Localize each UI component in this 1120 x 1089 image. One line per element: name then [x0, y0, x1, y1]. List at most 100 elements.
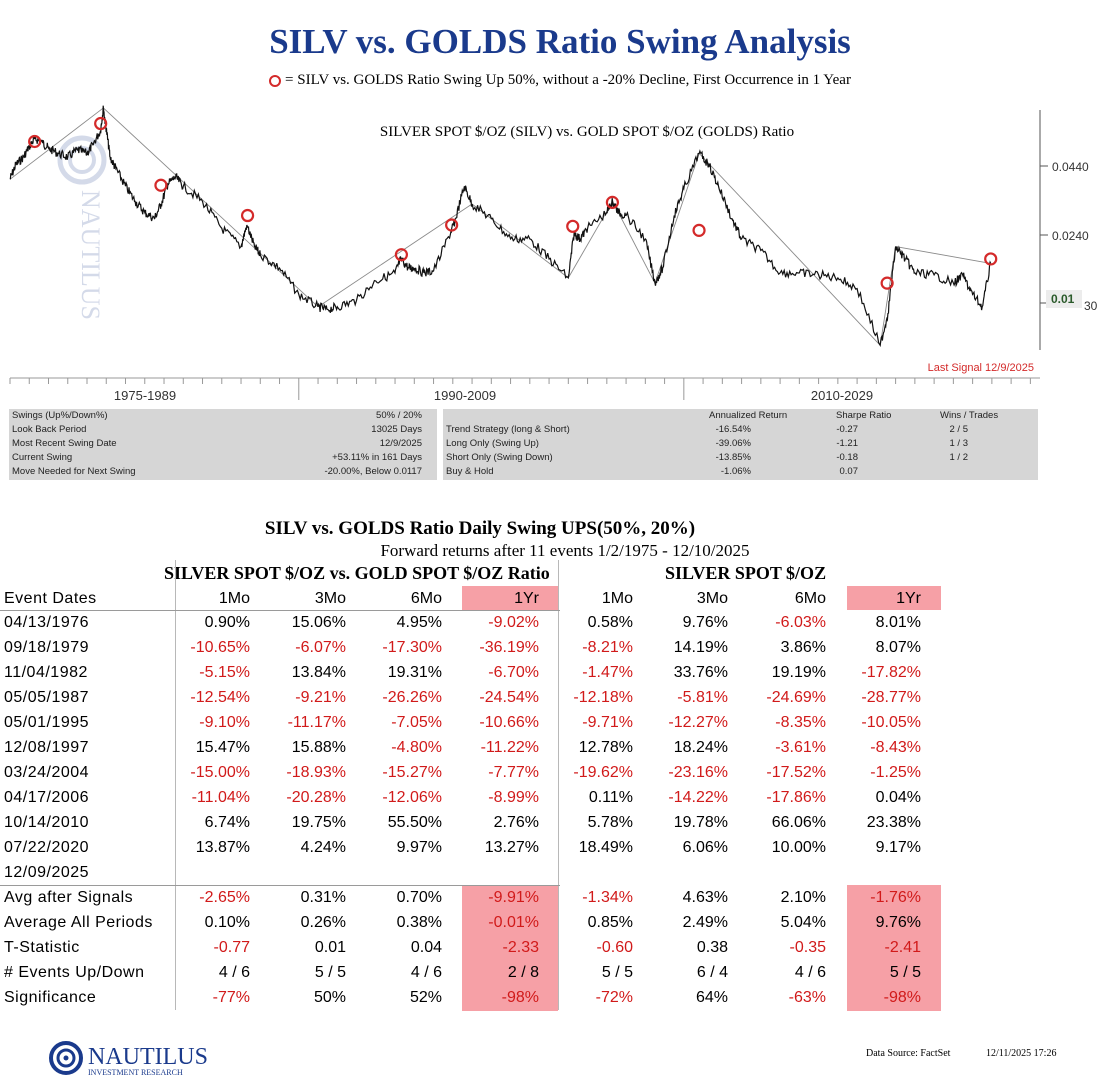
- summary-row: Avg after Signals -2.65% 0.31% 0.70% -9.91% -…: [0, 885, 1000, 910]
- stat-header: Annualized Return: [709, 410, 788, 421]
- last-signal-label: Last Signal 12/9/2025: [928, 362, 1034, 374]
- table-cell: [746, 860, 826, 885]
- table-cell: -8.43%: [870, 739, 921, 756]
- table-cell: -18.93%: [286, 764, 346, 781]
- swing-settings-panel: Swings (Up%/Down%) 50% / 20% Look Back Pe…: [9, 409, 437, 480]
- table-cell: 0.04%: [875, 789, 921, 806]
- table-cell: 55.50%: [387, 814, 442, 831]
- column-header: 1Yr: [514, 590, 539, 607]
- event-date: 05/05/1987: [4, 689, 90, 706]
- table-cell: 5 / 5: [889, 964, 921, 981]
- table-cell: -2.41: [884, 939, 921, 956]
- table-cell: 2 / 8: [507, 964, 539, 981]
- stat-value: -20.00%, Below 0.0117: [324, 466, 422, 477]
- signal-marker: [880, 276, 894, 290]
- summary-row: T-Statistic -0.77 0.01 0.04 -2.33 -0.60 0.38 -0…: [0, 935, 1000, 960]
- table-cell: 52%: [409, 989, 442, 1006]
- table-row: 03/24/2004 -15.00% -18.93% -15.27% -7.77% -19…: [0, 760, 1000, 785]
- swing-line: [9, 107, 104, 180]
- column-header: 3Mo: [696, 590, 728, 607]
- y-tick-label: 0.0240: [1052, 229, 1089, 243]
- table-cell: -9.02%: [488, 614, 539, 631]
- table-cell: 19.31%: [387, 664, 442, 681]
- event-date: 03/24/2004: [4, 764, 90, 781]
- event-date: 09/18/1979: [4, 639, 90, 656]
- table-row: 05/01/1995 -9.10% -11.17% -7.05% -10.66% -9.7…: [0, 710, 1000, 735]
- brand-name: NAUTILUS: [88, 1044, 208, 1070]
- table-cell: 0.10%: [204, 914, 250, 931]
- table-cell: 9.97%: [396, 839, 442, 856]
- event-date: 04/13/1976: [4, 614, 90, 631]
- table-cell: -2.65%: [199, 889, 250, 906]
- table-cell: -10.65%: [190, 639, 250, 656]
- table-cell: -9.21%: [295, 689, 346, 706]
- table-cell: 0.31%: [300, 889, 346, 906]
- signal-marker: [94, 116, 108, 131]
- summary-row: Significance -77% 50% 52% -98% -72% 64% -63% -98…: [0, 985, 1000, 1010]
- stat-label: Short Only (Swing Down): [446, 452, 553, 463]
- table-cell: -17.30%: [382, 639, 442, 656]
- table-cell: -0.35: [789, 939, 826, 956]
- table-cell: -6.07%: [295, 639, 346, 656]
- table-cell: 0.38%: [396, 914, 442, 931]
- swing-line: [612, 201, 656, 284]
- summary-row: # Events Up/Down 4 / 6 5 / 5 4 / 6 2 / 8 5 / …: [0, 960, 1000, 985]
- x-axis: [9, 377, 1040, 400]
- table-cell: 13.27%: [484, 839, 539, 856]
- column-header: 1Mo: [601, 590, 633, 607]
- table-cell: 9.76%: [682, 614, 728, 631]
- stat-value: 13025 Days: [371, 424, 422, 435]
- strategy-returns-panel: Annualized Return Sharpe Ratio Wins / Trad…: [443, 409, 1038, 480]
- table-cell: 64%: [695, 989, 728, 1006]
- table-cell: 2.10%: [780, 889, 826, 906]
- table-cell: -17.86%: [766, 789, 826, 806]
- signal-marker: [984, 252, 998, 266]
- table-cell: -24.69%: [766, 689, 826, 706]
- table-cell: [841, 860, 921, 885]
- column-divider: [175, 560, 176, 1010]
- table-row: 04/13/1976 0.90% 15.06% 4.95% -9.02% 0.58% 9.7…: [0, 610, 1000, 635]
- table-cell: -12.18%: [573, 689, 633, 706]
- nautilus-swirl-icon: [49, 1041, 83, 1075]
- table-cell: 23.38%: [866, 814, 921, 831]
- table-cell: 6.74%: [204, 814, 250, 831]
- table-cell: -15.00%: [190, 764, 250, 781]
- table-cell: 33.76%: [673, 664, 728, 681]
- event-date: 07/22/2020: [4, 839, 90, 856]
- x-era-label: 1990-2009: [434, 388, 496, 403]
- event-date: 12/08/1997: [4, 739, 90, 756]
- stat-label: Buy & Hold: [446, 466, 494, 477]
- table-cell: 6.06%: [682, 839, 728, 856]
- table-row: 05/05/1987 -12.54% -9.21% -26.26% -24.54% -12…: [0, 685, 1000, 710]
- table-cell: 3.86%: [780, 639, 826, 656]
- table-cell: 12.78%: [578, 739, 633, 756]
- table-cell: 4.24%: [300, 839, 346, 856]
- column-header: 1Yr: [896, 590, 921, 607]
- summary-label: T-Statistic: [4, 939, 80, 956]
- signal-marker: [240, 208, 255, 223]
- page-title: SILV vs. GOLDS Ratio Swing Analysis: [269, 22, 851, 61]
- table-cell: -28.77%: [861, 689, 921, 706]
- table-cell: 0.26%: [300, 914, 346, 931]
- table-cell: -8.99%: [488, 789, 539, 806]
- summary-label: Significance: [4, 989, 97, 1006]
- table-cell: -9.71%: [582, 714, 633, 731]
- table-cell: 4.63%: [682, 889, 728, 906]
- table-cell: -11.04%: [191, 789, 250, 806]
- stat-value: 50% / 20%: [376, 410, 422, 421]
- table-cell: -17.82%: [861, 664, 921, 681]
- table-cell: -2.33: [502, 939, 539, 956]
- table-cell: -12.27%: [668, 714, 728, 731]
- column-header: 3Mo: [314, 590, 346, 607]
- summary-label: # Events Up/Down: [4, 964, 145, 981]
- signal-marker: [692, 223, 706, 237]
- table-cell: -4.80%: [391, 739, 442, 756]
- table-cell: 5.78%: [587, 814, 633, 831]
- highlight-1yr-silver-header: [847, 586, 941, 610]
- table-cell: 0.70%: [396, 889, 442, 906]
- stat-value: -0.18: [836, 452, 858, 463]
- x-era-label: 2010-2029: [811, 388, 873, 403]
- table-cell: [459, 860, 539, 885]
- table-cell: 8.01%: [875, 614, 921, 631]
- event-date: 05/01/1995: [4, 714, 90, 731]
